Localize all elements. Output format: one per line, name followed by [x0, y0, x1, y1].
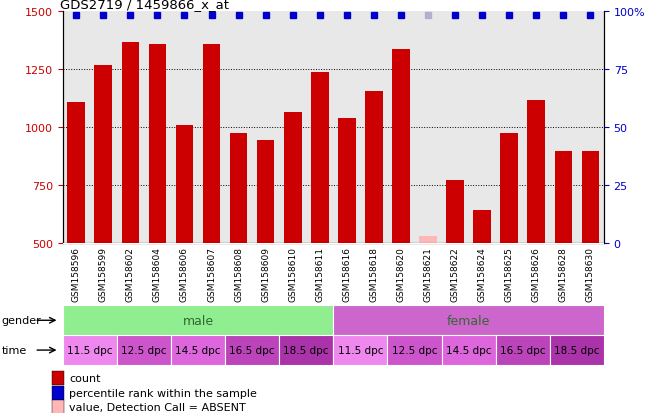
Bar — [392, 50, 410, 244]
Bar — [52, 372, 65, 385]
Text: GSM158610: GSM158610 — [288, 247, 297, 301]
Bar — [121, 43, 139, 244]
Text: female: female — [447, 314, 490, 327]
Text: 14.5 dpc: 14.5 dpc — [176, 345, 220, 355]
Bar — [338, 119, 356, 244]
Bar — [94, 66, 112, 244]
Bar — [333, 335, 387, 365]
Text: GSM158599: GSM158599 — [99, 247, 108, 301]
Bar — [63, 335, 117, 365]
Text: GSM158622: GSM158622 — [451, 247, 459, 301]
Text: GSM158620: GSM158620 — [397, 247, 405, 301]
Text: GSM158616: GSM158616 — [343, 247, 351, 301]
Text: GSM158624: GSM158624 — [478, 247, 486, 301]
Text: value, Detection Call = ABSENT: value, Detection Call = ABSENT — [69, 402, 246, 413]
Bar — [257, 141, 275, 244]
Text: GSM158625: GSM158625 — [505, 247, 513, 301]
Text: GDS2719 / 1459866_x_at: GDS2719 / 1459866_x_at — [60, 0, 229, 11]
Bar — [550, 335, 604, 365]
Bar — [387, 335, 442, 365]
Text: gender: gender — [1, 316, 41, 325]
Text: 18.5 dpc: 18.5 dpc — [554, 345, 599, 355]
Text: GSM158606: GSM158606 — [180, 247, 189, 301]
Text: GSM158626: GSM158626 — [532, 247, 541, 301]
Text: male: male — [182, 314, 214, 327]
Bar — [176, 126, 193, 244]
Bar — [473, 210, 491, 244]
Text: 12.5 dpc: 12.5 dpc — [121, 345, 166, 355]
Text: time: time — [1, 345, 26, 355]
Bar — [225, 335, 279, 365]
Text: 18.5 dpc: 18.5 dpc — [284, 345, 329, 355]
Bar — [230, 134, 248, 244]
Bar — [148, 45, 166, 244]
Text: GSM158607: GSM158607 — [207, 247, 216, 301]
Bar — [203, 45, 220, 244]
Text: GSM158630: GSM158630 — [586, 247, 595, 301]
Bar — [442, 335, 496, 365]
Bar — [117, 335, 171, 365]
Bar — [527, 100, 545, 244]
Bar — [171, 335, 225, 365]
Text: 16.5 dpc: 16.5 dpc — [500, 345, 545, 355]
Bar — [500, 134, 518, 244]
Bar — [446, 180, 464, 244]
Text: GSM158628: GSM158628 — [559, 247, 568, 301]
Bar — [284, 113, 302, 244]
Bar — [365, 92, 383, 244]
Text: GSM158609: GSM158609 — [261, 247, 270, 301]
Text: 12.5 dpc: 12.5 dpc — [392, 345, 437, 355]
Bar — [311, 73, 329, 244]
Bar — [333, 306, 604, 335]
Bar — [554, 151, 572, 244]
Bar — [63, 306, 333, 335]
Bar — [496, 335, 550, 365]
Text: GSM158618: GSM158618 — [370, 247, 378, 301]
Bar — [67, 102, 85, 244]
Text: 16.5 dpc: 16.5 dpc — [230, 345, 275, 355]
Text: GSM158621: GSM158621 — [424, 247, 432, 301]
Bar — [52, 386, 65, 400]
Text: GSM158604: GSM158604 — [153, 247, 162, 301]
Text: GSM158602: GSM158602 — [126, 247, 135, 301]
Text: 14.5 dpc: 14.5 dpc — [446, 345, 491, 355]
Text: 11.5 dpc: 11.5 dpc — [67, 345, 112, 355]
Bar — [581, 151, 599, 244]
Text: GSM158596: GSM158596 — [72, 247, 81, 301]
Bar — [279, 335, 333, 365]
Text: GSM158608: GSM158608 — [234, 247, 243, 301]
Text: 11.5 dpc: 11.5 dpc — [338, 345, 383, 355]
Text: percentile rank within the sample: percentile rank within the sample — [69, 388, 257, 398]
Text: count: count — [69, 373, 100, 384]
Text: GSM158611: GSM158611 — [315, 247, 324, 301]
Bar — [52, 401, 65, 413]
Bar — [419, 237, 437, 244]
